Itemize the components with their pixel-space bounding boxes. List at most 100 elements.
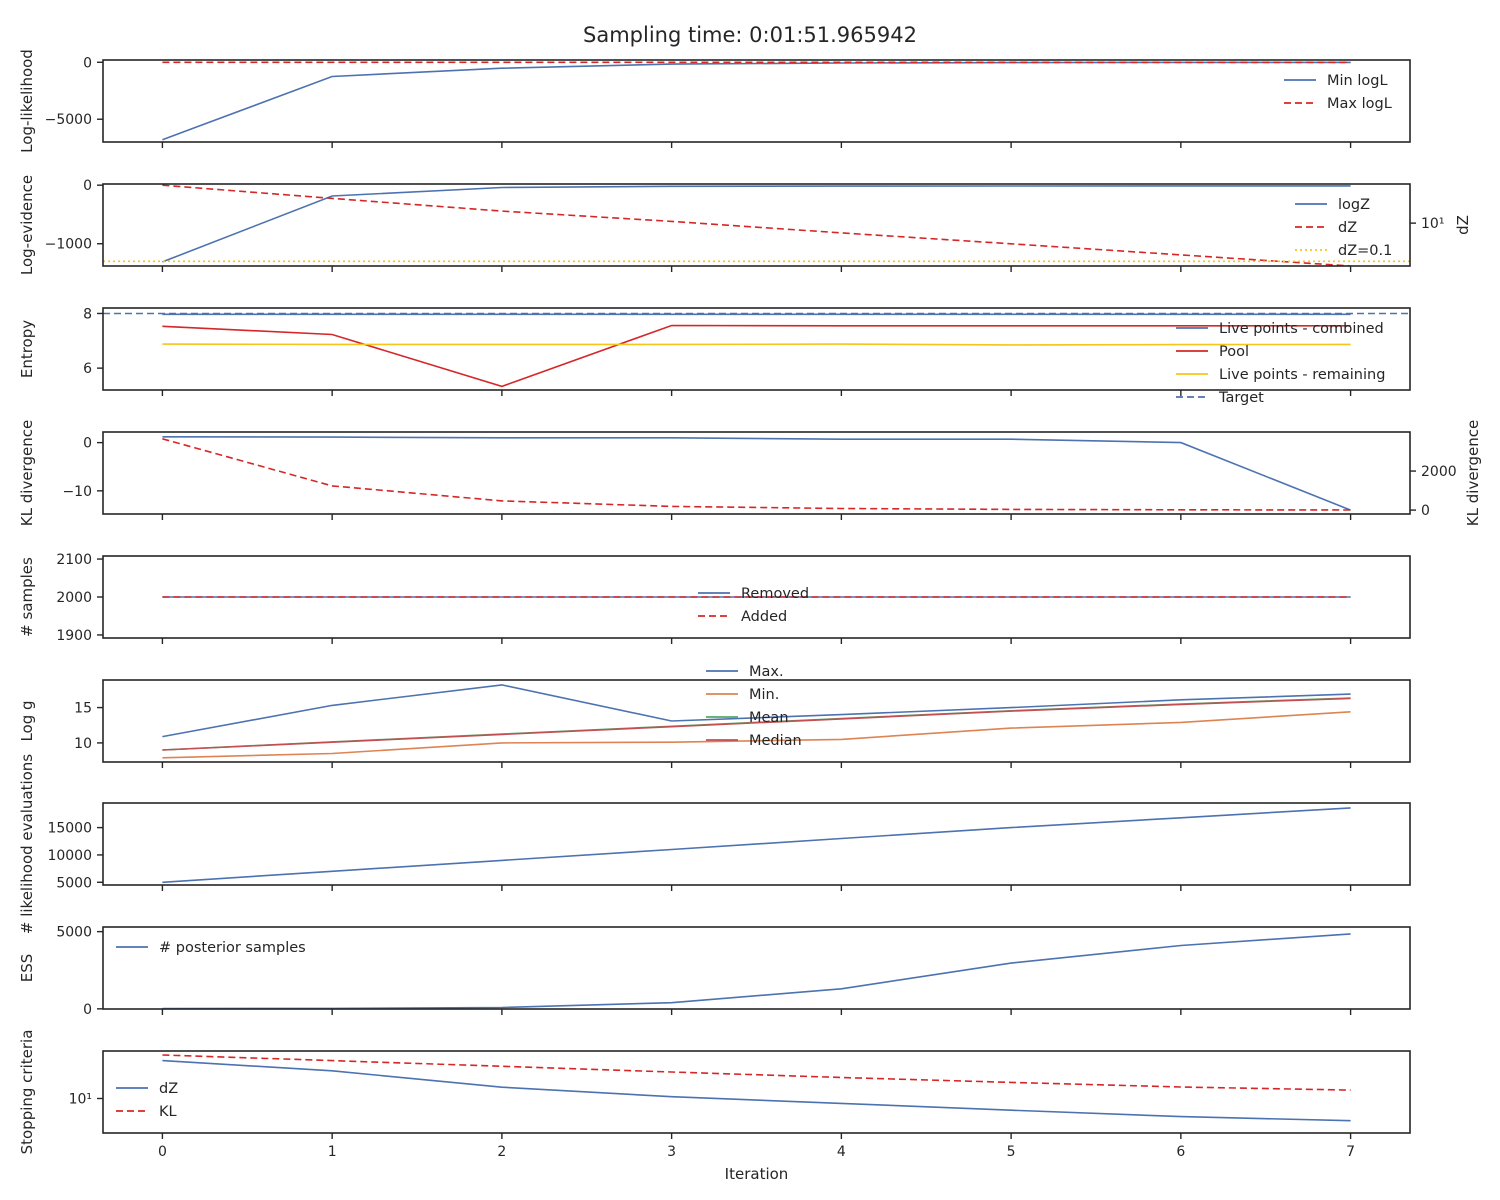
series-max [162,684,1351,738]
legend: Max. Min. Mean Median [706,664,802,749]
y2-tick-label: 10¹ [1421,216,1444,232]
y-tick-label: 0 [83,178,92,194]
legend-entry-pool: Pool [1219,344,1249,360]
series-dz [162,1059,1351,1122]
axes-frame [102,307,1411,391]
panel-likelihood-evaluations: 15000 10000 5000 # likelihood evaluations [18,754,1411,934]
legend: Min logL Max logL [1284,73,1392,112]
y2-tick-label: 0 [1421,503,1430,519]
x-tick-label: 2 [497,1144,506,1160]
y-tick-label: 15000 [47,821,92,837]
y-tick-label: −5000 [45,112,92,128]
series-min [162,711,1351,759]
series-logz [162,185,1351,263]
legend-entry-mean: Mean [749,710,789,726]
legend: Live points - combined Pool Live points - … [1176,321,1385,406]
y-tick-label: 15 [74,701,92,717]
y-tick-label: 0 [83,1002,92,1018]
panel-stopping-criteria: 10¹ Stopping criteria dZ KL [18,1030,1411,1155]
series-line-1 [162,435,1351,511]
y-axis-label: Entropy [18,320,36,378]
y-tick-label: 8 [83,306,92,322]
y-tick-label: 1900 [56,628,92,644]
y-tick-label: 2100 [56,552,92,568]
x-tick-label: 5 [1007,1144,1016,1160]
axes-frame [102,679,1411,763]
x-tick-label: 1 [328,1144,337,1160]
series-line-2 [162,438,1351,511]
legend-entry-target: Target [1218,390,1264,406]
legend-entry-logz: logZ [1338,197,1370,213]
axes-frame [102,926,1411,1010]
x-tick-label: 0 [158,1144,167,1160]
axes-frame [102,59,1411,143]
axes-frame [102,183,1411,267]
panel-ess: 5000 0 ESS # posterior samples [18,925,1411,1018]
y-axis-label: Stopping criteria [18,1030,36,1155]
y2-axis-label: KL divergence [1464,420,1482,526]
series-live-points-remaining [162,343,1351,346]
panel-kl-divergence: 0 −10 KL divergence 2000 0 KL divergence [18,420,1482,526]
legend-entry-max-logl: Max logL [1327,96,1392,112]
legend-entry-live-points-combined: Live points - combined [1219,321,1384,337]
panel-log-evidence: 0 −1000 Log-evidence 10¹ dZ logZ dZ dZ=0.1 [18,175,1472,275]
y-tick-label: 10¹ [69,1091,92,1107]
x-tick-label: 3 [667,1144,676,1160]
axes-frame [102,802,1411,886]
legend: logZ dZ dZ=0.1 [1295,197,1392,259]
x-axis-label: Iteration [725,1165,789,1183]
y2-tick-label: 2000 [1421,464,1457,480]
y2-axis-label: dZ [1454,215,1472,235]
legend-entry-min: Min. [749,687,779,703]
x-tick-label: 7 [1346,1144,1355,1160]
series-kl [162,1054,1351,1091]
legend-entry-posterior-samples: # posterior samples [159,940,306,956]
y-tick-label: 5000 [56,925,92,941]
y-tick-label: −1000 [45,237,92,253]
series-median [162,697,1351,751]
y-tick-label: 10000 [47,848,92,864]
legend-entry-added: Added [741,609,787,625]
legend-entry-dz-0-1: dZ=0.1 [1338,243,1392,259]
y-axis-label: Log-likelihood [18,49,36,153]
legend-entry-min-logl: Min logL [1327,73,1388,89]
panel-log-g: 15 10 Log g Max. Min. Mean Median [18,664,1411,768]
y-tick-label: −10 [62,484,92,500]
y-axis-label: Log g [18,700,36,741]
series-pool [162,324,1351,388]
legend-entry-dz: dZ [159,1081,178,1097]
y-tick-label: 0 [83,436,92,452]
legend-entry-removed: Removed [741,586,809,602]
legend: Removed Added [698,586,809,625]
y-tick-label: 0 [83,55,92,71]
legend: dZ KL [116,1081,178,1120]
y-tick-label: 10 [74,736,92,752]
x-tick-label: 4 [837,1144,846,1160]
y-tick-label: 5000 [56,875,92,891]
axes-frame [102,431,1411,515]
panel-samples: 2100 2000 1900 # samples Removed Added [18,552,1411,644]
y-tick-label: 6 [83,361,92,377]
x-tick-label: 6 [1176,1144,1185,1160]
y-axis-label: KL divergence [18,420,36,526]
series-min-logl [162,61,1351,141]
y-tick-label: 2000 [56,590,92,606]
panel-log-likelihood: 0 −5000 Log-likelihood Min logL Max logL [18,49,1411,153]
legend-entry-max: Max. [749,664,784,680]
y-axis-label: ESS [18,954,36,983]
legend-entry-live-points-remaining: Live points - remaining [1219,367,1385,383]
series-line-1 [162,807,1351,884]
figure-title: Sampling time: 0:01:51.965942 [583,23,917,47]
legend-entry-median: Median [749,733,802,749]
y-axis-label: # samples [18,557,36,637]
y-axis-label: Log-evidence [18,175,36,275]
legend-entry-dz: dZ [1338,220,1357,236]
legend-entry-kl: KL [159,1104,177,1120]
y-axis-label: # likelihood evaluations [18,754,36,934]
legend: # posterior samples [116,940,306,956]
series-dz [162,184,1351,266]
series-posterior-samples [162,933,1351,1009]
axes-frame [102,1050,1411,1134]
